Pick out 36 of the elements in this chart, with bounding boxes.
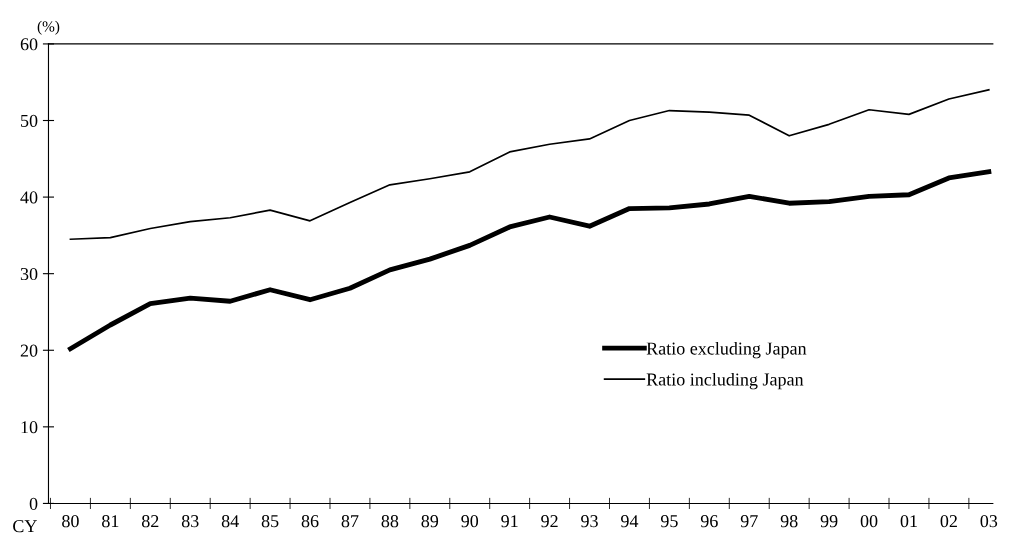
x-tick-label: 96 (700, 515, 718, 528)
y-tick-label: 60 (20, 38, 38, 51)
line-series (69, 89, 990, 241)
x-tick-label: 02 (940, 515, 957, 528)
y-tick-label: 0 (29, 497, 38, 510)
x-tick-label: 82 (141, 515, 159, 528)
x-tick-label: 80 (62, 515, 79, 528)
x-tick-label: 01 (900, 515, 917, 528)
x-tick-label: 88 (381, 515, 399, 528)
y-axis-title: (%) (37, 20, 60, 35)
y-tick-label: 40 (20, 191, 38, 204)
y-tick-label: 30 (20, 267, 38, 281)
x-tick-label: 97 (740, 515, 758, 528)
y-tick-label: 10 (21, 421, 38, 434)
x-tick-label: 92 (541, 515, 558, 528)
x-tick-label: 95 (660, 515, 678, 528)
x-tick-label: 83 (181, 515, 199, 528)
x-tick-label: 94 (621, 515, 639, 528)
legend-label: Ratio including Japan (646, 372, 804, 390)
x-tick-label: 85 (261, 515, 279, 528)
y-tick-label: 20 (20, 344, 38, 357)
x-axis-title: CY (13, 520, 37, 533)
x-tick-label: 93 (581, 515, 598, 528)
x-tick-label: 89 (421, 515, 439, 528)
x-tick-label: 90 (461, 515, 479, 528)
x-tick-label: 86 (301, 515, 319, 528)
x-tick-label: 87 (341, 515, 359, 528)
legend-label: Ratio excluding Japan (646, 341, 807, 359)
x-tick-label: 91 (501, 515, 518, 528)
y-tick-label: 50 (21, 114, 38, 127)
x-tick-label: 99 (820, 515, 838, 528)
x-tick-label: 84 (221, 515, 239, 528)
x-tick-label: 03 (980, 515, 998, 528)
x-tick-label: 81 (102, 515, 119, 528)
x-tick-label: 00 (860, 515, 878, 528)
x-tick-label: 98 (780, 515, 798, 528)
